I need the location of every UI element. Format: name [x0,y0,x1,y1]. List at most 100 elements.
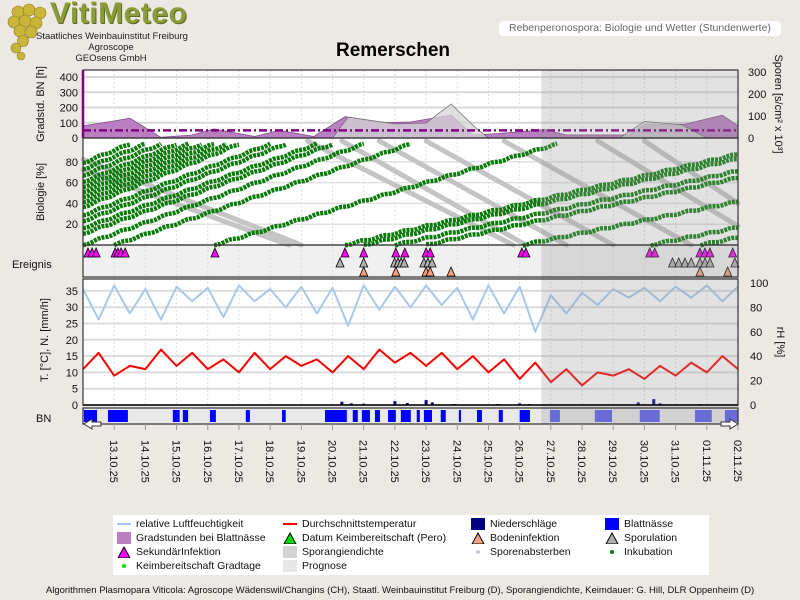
dot-lightgreen-icon [117,560,131,572]
blattnaesse-block [107,410,128,422]
bio-tick-label: 40 [66,198,78,210]
inkubation-line [522,199,739,248]
inkubation-line [82,142,334,237]
blattnaesse-block [519,410,530,422]
sekundaerinfektion-marker [425,247,435,258]
legend-item: Sporangiendichte [283,545,384,559]
inkubation-line [113,142,411,248]
rh-tick-label: 60 [750,327,762,339]
legend-item: Gradstunden bei Blattnässe [117,531,266,545]
inkubation-line [82,142,131,166]
blattnaesse-block [245,410,250,422]
legend-item: Sporulation [605,531,677,545]
temp-tick-label: 25 [66,319,78,331]
page-title: Remerschen [335,40,451,61]
date-tick-label: 21.10.25 [357,440,369,483]
legend-item: Durchschnittstemperatur [283,517,416,531]
legend-label: Sporenabsterben [490,546,571,558]
legend-item: Bodeninfektion [471,531,559,545]
legend-item: Prognose [283,559,347,573]
temp-tick-label: 30 [66,302,78,314]
sporenabsterben-line [501,138,694,248]
date-tick-label: 02.11.25 [731,440,743,482]
gradstd-tick-label: 200 [60,103,78,115]
inkubation-line [82,141,215,200]
sporulation-marker [399,257,409,268]
square-swatch-icon [117,532,131,544]
date-tick-label: 31.10.25 [669,440,681,483]
sekundaerinfektion-marker [359,247,369,258]
date-tick-label: 26.10.25 [513,440,525,483]
scroll-right-arrow-icon[interactable] [720,418,739,430]
gradstd-tick-label: 400 [60,72,78,84]
legend-item: Keimbereitschaft Gradtage [117,559,261,573]
bn-axis-title: BN [36,413,51,425]
rh-tick-label: 20 [750,376,762,388]
legend-item: Datum Keimbereitschaft (Pero) [283,531,446,545]
legend-label: Durchschnittstemperatur [302,518,417,530]
scroll-left-arrow-icon[interactable] [83,418,102,430]
event-axis-title: Ereignis [12,259,52,271]
footer-credits: Algorithmen Plasmopara Viticola: Agrosco… [45,585,755,596]
sporulation-marker [705,257,715,268]
date-tick-label: 23.10.25 [419,440,431,483]
sporen-tick-label: 0 [748,133,754,145]
blattnaesse-block [374,410,380,422]
blattnaesse-block [423,410,433,422]
rh-tick-label: 40 [750,351,762,363]
date-tick-label: 19.10.25 [294,440,306,483]
blattnaesse-block [352,410,358,422]
sekundaerinfektion-marker [391,247,401,258]
sporenabsterben-line [305,138,516,248]
rh-tick-label: 80 [750,302,762,314]
chart-area: 0100200300400010020030020406080051015202… [12,54,786,483]
sporenabsterben-line [641,138,741,206]
square-swatch-icon [471,518,485,530]
temp-tick-label: 35 [66,286,78,298]
legend-item: Sporenabsterben [471,545,571,559]
grape-logo-icon [7,3,47,61]
sekundaerinfektion-marker [521,247,531,258]
date-tick-label: 15.10.25 [170,440,182,483]
sekundaerinfektion-marker [91,247,101,258]
line-swatch-icon [283,518,297,530]
triangle-gray-icon [605,532,619,544]
triangle-green-icon [283,532,297,544]
triangle-orange-icon [471,532,485,544]
legend: relative Luftfeuchtigkeit Durchschnittst… [113,515,709,575]
inkubation-line [82,141,163,178]
sporulation-marker [680,257,690,268]
precipitation-bar [405,403,409,405]
temp-axis-title: T. [°C], N. [mm/h] [39,298,51,382]
bodeninfektion-marker [425,266,435,277]
rh-tick-label: 100 [750,278,768,290]
blattnaesse-block [172,410,180,422]
sporulation-marker [667,257,678,268]
org-line: Agroscope [88,42,134,53]
gradstd-tick-label: 100 [60,118,78,130]
rh-tick-label: 0 [750,400,756,412]
sporulation-marker [335,257,345,268]
inkubation-line [82,141,365,248]
date-tick-label: 30.10.25 [637,440,649,483]
sekundaerinfektion-marker [705,247,715,258]
relative-humidity-line [82,284,739,333]
date-tick-label: 17.10.25 [232,440,244,483]
org-line: GEOsens GmbH [75,53,147,64]
sekundaerinfektion-marker [340,247,350,258]
date-tick-label: 25.10.25 [481,440,493,483]
blattnaesse-block [416,410,420,422]
blattnaesse-block [83,410,98,422]
precipitation-bar [349,403,353,405]
blattnaesse-block [281,410,286,422]
panel-frame [82,244,739,278]
blattnaesse-block [724,410,738,422]
precipitation-bar [518,403,522,405]
rh-axis-title: rH [%] [774,327,786,358]
temp-tick-label: 0 [72,400,78,412]
legend-label: Niederschläge [490,518,558,530]
date-tick-label: 14.10.25 [138,440,150,483]
prognose-overlay [541,70,738,424]
legend-item: Niederschläge [471,517,557,531]
legend-label: Sporulation [624,532,678,544]
